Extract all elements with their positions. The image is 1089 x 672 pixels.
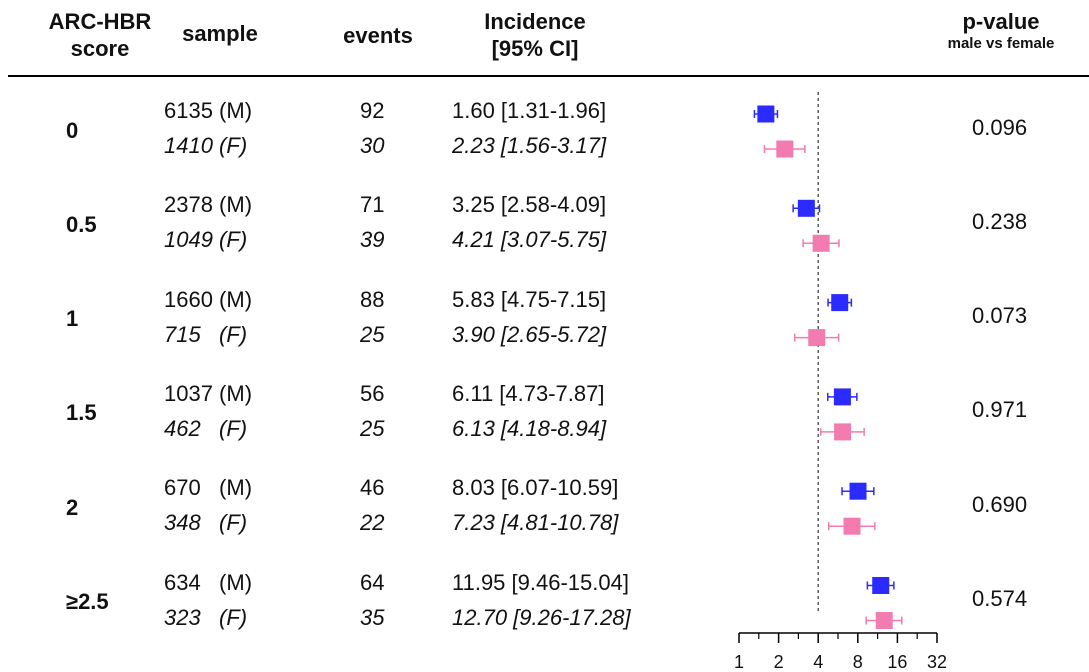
incidence-female: 6.13 [4.18-8.94] xyxy=(452,415,607,441)
point-male xyxy=(849,482,867,500)
point-female xyxy=(812,234,830,252)
header-arc-hbr-score: ARC-HBR score xyxy=(30,8,170,62)
events-female: 25 xyxy=(360,415,385,441)
incidence-female: 4.21 [3.07-5.75] xyxy=(452,227,607,253)
events-male: 71 xyxy=(360,192,385,218)
events-female: 35 xyxy=(360,604,385,630)
sample-male: 634 (M) xyxy=(164,569,253,595)
events-male: 56 xyxy=(360,380,385,406)
point-male xyxy=(797,199,815,217)
row-score: 1.5 xyxy=(66,400,97,426)
header-rule xyxy=(8,75,1089,77)
header-score-line2: score xyxy=(70,36,130,61)
header-incidence: Incidence [95% CI] xyxy=(455,8,615,62)
sample-male: 2378 (M) xyxy=(164,192,253,218)
x-tick-label: 2 xyxy=(774,652,784,672)
p-value: 0.971 xyxy=(972,397,1028,423)
sample-female: 348 (F) xyxy=(164,510,248,536)
x-tick-label: 1 xyxy=(734,652,744,672)
events-male: 64 xyxy=(360,569,385,595)
x-tick-label: 8 xyxy=(853,652,863,672)
header-score-line1: ARC-HBR xyxy=(48,9,152,34)
point-female xyxy=(843,517,861,535)
incidence-female: 3.90 [2.65-5.72] xyxy=(452,321,607,347)
events-female: 30 xyxy=(360,133,385,158)
sample-male: 670 (M) xyxy=(164,475,253,501)
header-incidence-line1: Incidence xyxy=(484,9,586,34)
incidence-female: 12.70 [9.26-17.28] xyxy=(452,604,631,630)
events-female: 25 xyxy=(360,321,385,347)
x-tick-label: 32 xyxy=(927,652,947,672)
sample-female: 1049 (F) xyxy=(164,227,248,253)
point-male xyxy=(831,294,849,312)
incidence-male: 8.03 [6.07-10.59] xyxy=(452,475,619,501)
point-male xyxy=(757,105,775,123)
events-male: 92 xyxy=(360,98,385,123)
header-pvalue: p-value male vs female xyxy=(915,8,1087,53)
header-incidence-line2: [95% CI] xyxy=(491,36,579,61)
events-female: 22 xyxy=(360,510,385,536)
header-pvalue-subtitle: male vs female xyxy=(947,35,1055,52)
row-score: 1 xyxy=(66,306,79,332)
events-male: 46 xyxy=(360,475,385,501)
point-male xyxy=(833,388,851,406)
sample-female: 323 (F) xyxy=(164,604,248,630)
events-male: 88 xyxy=(360,286,385,312)
p-value: 0.096 xyxy=(972,114,1028,140)
point-female xyxy=(808,329,826,347)
header-sample: sample xyxy=(182,21,258,46)
row-score: 0.5 xyxy=(66,211,97,237)
incidence-female: 7.23 [4.81-10.78] xyxy=(452,510,619,536)
row-score: ≥2.5 xyxy=(66,589,109,614)
point-female xyxy=(776,140,794,158)
p-value: 0.238 xyxy=(972,208,1028,234)
x-tick-label: 4 xyxy=(813,652,823,672)
incidence-male: 5.83 [4.75-7.15] xyxy=(452,286,607,312)
header-events: events xyxy=(343,23,413,48)
point-female xyxy=(834,423,852,441)
point-male xyxy=(872,577,890,594)
sample-male: 6135 (M) xyxy=(164,98,253,123)
x-tick-label: 16 xyxy=(887,652,907,672)
incidence-male: 11.95 [9.46-15.04] xyxy=(452,569,629,595)
sample-female: 715 (F) xyxy=(164,321,248,347)
sample-male: 1037 (M) xyxy=(164,380,253,406)
incidence-female: 2.23 [1.56-3.17] xyxy=(452,133,607,158)
header-pvalue-title: p-value xyxy=(962,9,1040,34)
point-female xyxy=(875,612,893,629)
p-value: 0.690 xyxy=(972,491,1028,517)
incidence-male: 3.25 [2.58-4.09] xyxy=(452,192,607,218)
row-score: 0 xyxy=(66,117,79,143)
p-value: 0.574 xyxy=(972,586,1028,611)
sample-female: 462 (F) xyxy=(164,415,248,441)
p-value: 0.073 xyxy=(972,303,1028,329)
sample-female: 1410 (F) xyxy=(164,133,248,158)
incidence-male: 1.60 [1.31-1.96] xyxy=(452,98,607,123)
events-female: 39 xyxy=(360,227,385,253)
row-score: 2 xyxy=(66,494,79,520)
sample-male: 1660 (M) xyxy=(164,286,253,312)
incidence-male: 6.11 [4.73-7.87] xyxy=(452,380,605,406)
